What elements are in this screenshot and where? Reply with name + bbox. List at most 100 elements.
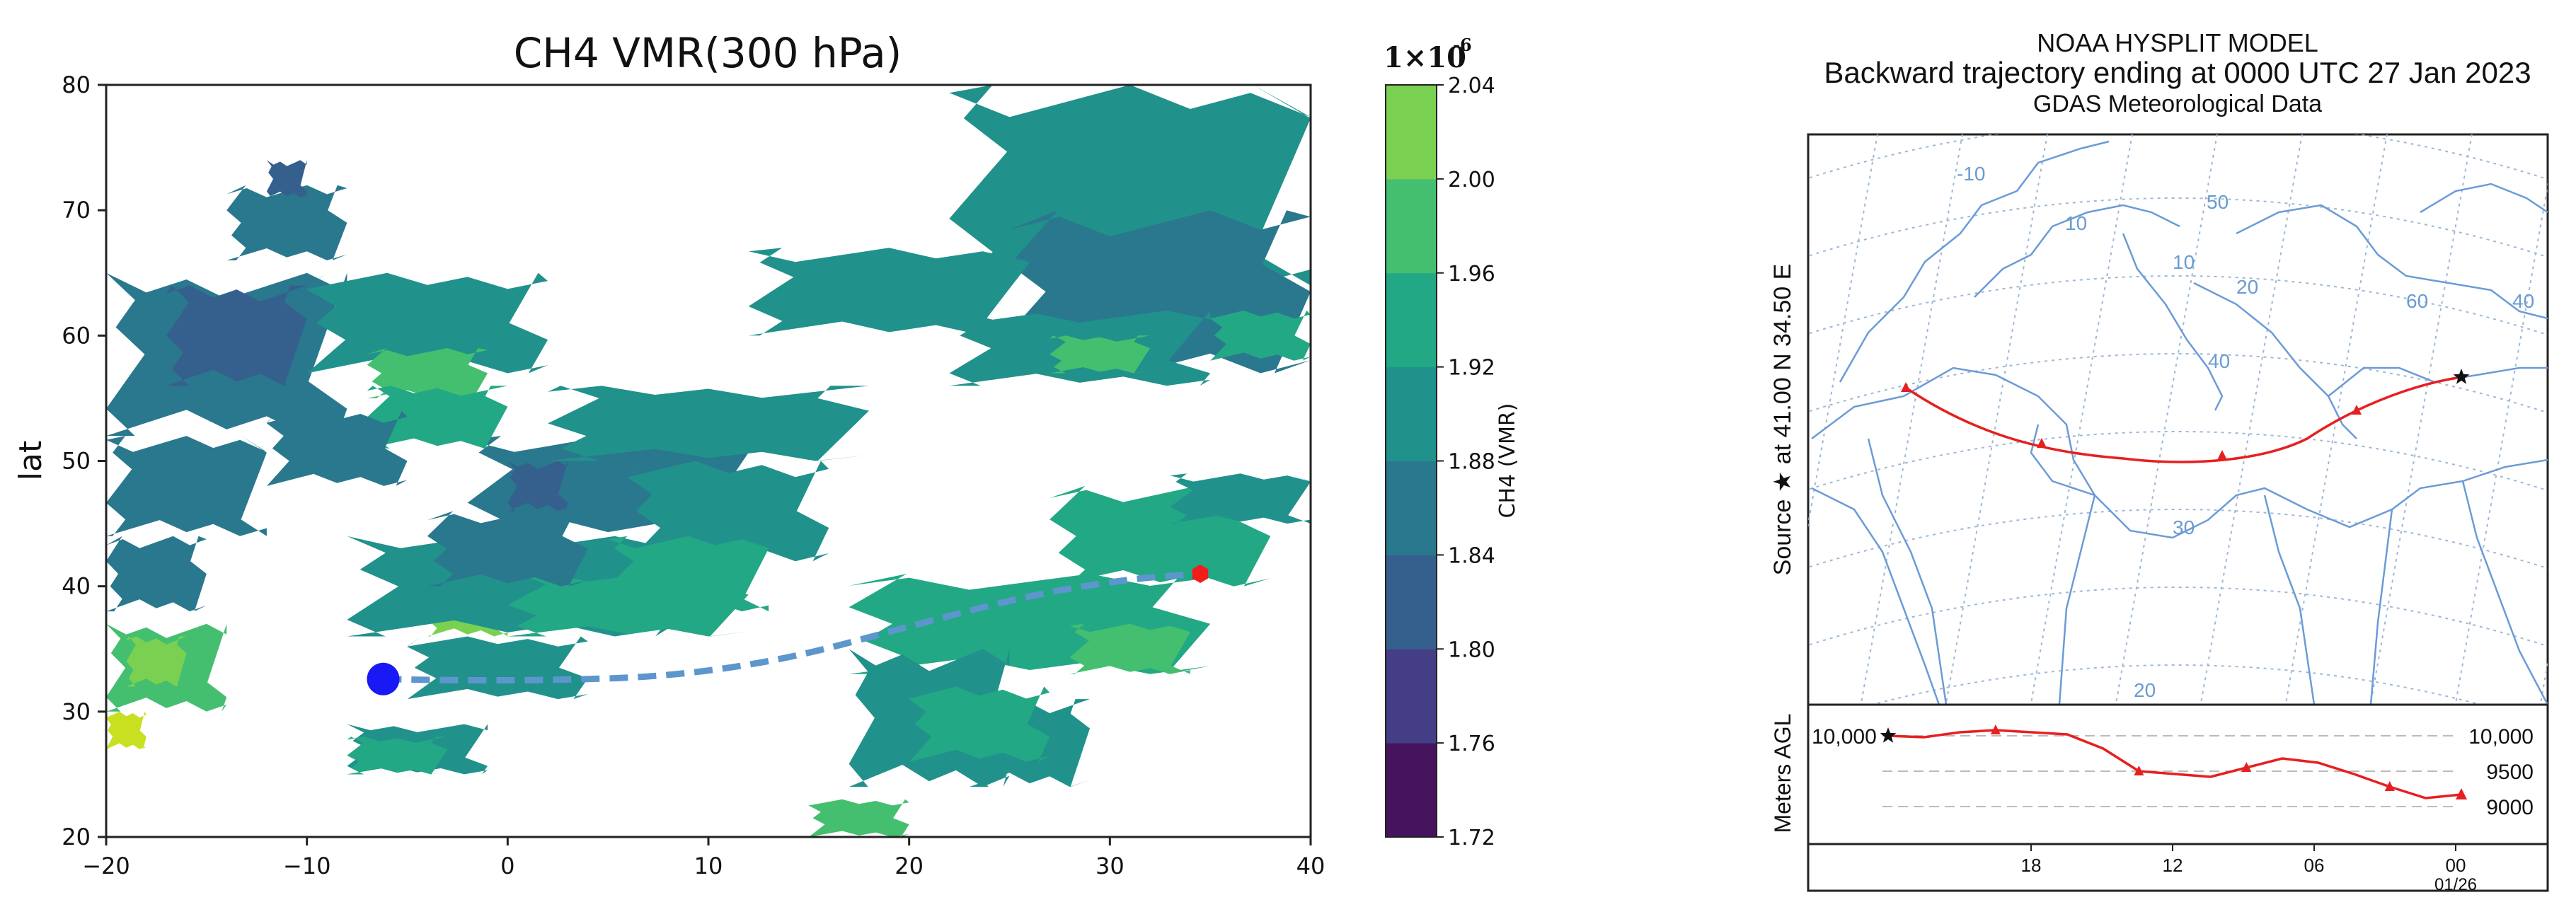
ch4-field-patch xyxy=(808,799,909,837)
map-graticule-lon xyxy=(1860,134,1963,705)
ch4-field-patch xyxy=(126,636,187,687)
ch4-field xyxy=(106,85,1311,837)
ch4-x-axis: −20 −10 0 10 20 30 40 xyxy=(82,837,1325,879)
hysplit-map: -10 10 50 10 20 40 60 40 30 20 xyxy=(1808,134,2548,705)
map-graticule-label: 20 xyxy=(2236,276,2258,298)
map-coastline xyxy=(1974,204,2180,298)
ch4-field-patch xyxy=(748,248,1030,336)
map-graticule-lon xyxy=(2454,181,2548,705)
ch4-y-tick-label: 60 xyxy=(62,322,91,349)
map-coastline xyxy=(2420,183,2548,214)
hysplit-y-label: Meters AGL xyxy=(1770,714,1795,833)
colorbar-label: CH4 (VMR) xyxy=(1495,403,1520,519)
map-graticule-label: 50 xyxy=(2207,191,2229,213)
ch4-x-tick-label: 0 xyxy=(500,853,514,879)
map-graticule-label: 10 xyxy=(2173,251,2195,273)
trajectory-start-marker xyxy=(367,662,400,695)
colorbar-tick-label: 1.88 xyxy=(1448,450,1495,475)
hysplit-time-frame xyxy=(1807,843,2549,892)
map-graticule-lon xyxy=(2115,134,2218,705)
map-graticule-label: -10 xyxy=(1957,163,1985,185)
ch4-field-patch xyxy=(306,272,548,374)
height-tick-label: 9000 xyxy=(2486,796,2534,819)
trajectory-end-marker xyxy=(1192,565,1209,583)
colorbar-tick-label: 2.00 xyxy=(1448,168,1495,192)
ch4-field-patch xyxy=(367,348,488,398)
map-graticule-label: 40 xyxy=(2208,350,2230,372)
ch4-title: CH4 VMR(300 hPa) xyxy=(514,29,902,77)
colorbar-multiplier: 1×10 xyxy=(1384,41,1466,74)
map-graticule-lon xyxy=(1945,134,2048,705)
ch4-field-patch xyxy=(347,737,448,775)
colorbar-tick-label: 1.92 xyxy=(1448,356,1495,381)
map-coastline xyxy=(2461,480,2548,705)
map-coastline xyxy=(1811,487,1940,705)
hysplit-title: NOAA HYSPLIT MODEL xyxy=(2037,28,2318,57)
colorbar-segment xyxy=(1386,85,1437,180)
height-series-marker xyxy=(2241,762,2252,772)
colorbar-tick-label: 1.72 xyxy=(1448,826,1495,850)
ch4-field-patch xyxy=(1210,310,1311,361)
ch4-field-patch xyxy=(106,536,207,612)
ch4-field-patch xyxy=(106,436,267,536)
height-series-marker xyxy=(2134,766,2144,775)
hysplit-map-frame xyxy=(1807,133,2549,706)
map-coastline xyxy=(2058,495,2096,705)
source-star-icon xyxy=(1880,727,1897,743)
colorbar-tick-label: 2.04 xyxy=(1448,74,1495,98)
height-tick-label-left: 10,000 xyxy=(1812,725,1877,749)
map-graticule-label: 20 xyxy=(2134,679,2156,701)
source-star-icon xyxy=(2453,369,2470,384)
height-tick-label: 10,000 xyxy=(2468,725,2534,749)
ch4-field-patch xyxy=(106,711,146,749)
trajectory-dashed-line xyxy=(383,570,1201,684)
ch4-field-patch xyxy=(548,386,869,461)
ch4-field-patch xyxy=(628,461,829,562)
map-graticule-lon xyxy=(1808,134,1878,529)
colorbar-tick-label: 1.80 xyxy=(1448,637,1495,662)
ch4-x-tick-label: −10 xyxy=(283,853,331,879)
ch4-x-tick-label: 10 xyxy=(694,853,723,879)
hysplit-chart: NOAA HYSPLIT MODEL Backward trajectory e… xyxy=(1769,28,2549,894)
ch4-y-axis: 20 30 40 50 60 70 80 xyxy=(62,71,106,850)
height-tick-label: 9500 xyxy=(2486,761,2534,784)
ch4-field-patch xyxy=(427,511,588,587)
time-tick-label: 18 xyxy=(2021,855,2042,876)
map-coastline xyxy=(2236,204,2548,320)
ch4-field-patch xyxy=(367,386,508,449)
colorbar-segment xyxy=(1386,366,1437,461)
ch4-colorbar: 1.72 1.76 1.80 1.84 1.88 1.92 1.96 2.00 2.04 xyxy=(1385,74,1495,850)
ch4-field-patch xyxy=(266,160,307,198)
ch4-x-tick-label: −20 xyxy=(82,853,130,879)
ch4-field-patch xyxy=(1069,623,1190,674)
ch4-field-patch xyxy=(608,536,769,612)
hysplit-trajectory-marker xyxy=(2217,450,2227,460)
map-coastline xyxy=(1811,366,2548,539)
colorbar-exponent: -6 xyxy=(1453,35,1472,55)
colorbar-segment xyxy=(1386,178,1437,274)
map-graticule-lon xyxy=(2369,134,2473,705)
ch4-field-patch xyxy=(1170,473,1311,524)
ch4-y-tick-label: 80 xyxy=(62,71,91,98)
ch4-y-tick-label: 30 xyxy=(62,698,91,725)
map-coastline xyxy=(2030,424,2095,497)
ch4-y-tick-label: 20 xyxy=(62,824,91,850)
colorbar-tick-label: 1.96 xyxy=(1448,262,1495,287)
hysplit-source-label: Source ★ at 41.00 N 34.50 E xyxy=(1769,264,1796,576)
ch4-field-patch xyxy=(1050,335,1151,374)
hysplit-subtitle2: GDAS Meteorological Data xyxy=(2033,91,2322,117)
ch4-y-tick-label: 50 xyxy=(62,448,91,475)
height-series-end-marker xyxy=(2456,788,2467,799)
ch4-field-patch xyxy=(166,285,307,386)
map-graticule-lon xyxy=(2030,134,2133,705)
map-coastline xyxy=(1839,140,2110,383)
ch4-x-tick-label: 30 xyxy=(1096,853,1125,879)
ch4-field-patch xyxy=(226,185,347,260)
map-graticule-label: 30 xyxy=(2173,516,2195,538)
map-graticule-lon xyxy=(2200,134,2303,705)
ch4-x-tick-label: 40 xyxy=(1296,853,1326,879)
map-graticule-lon xyxy=(2284,134,2388,705)
colorbar-segment xyxy=(1386,743,1437,838)
